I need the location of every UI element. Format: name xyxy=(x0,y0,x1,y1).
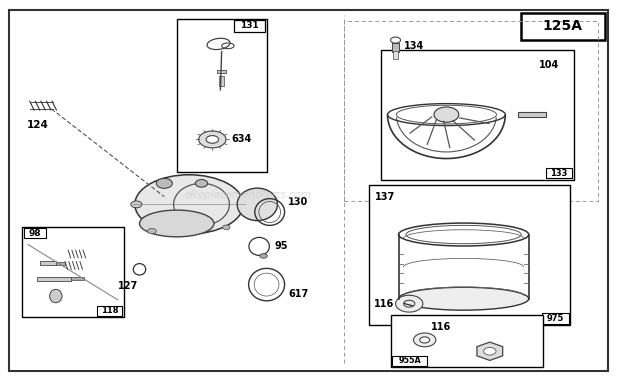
Circle shape xyxy=(131,201,142,208)
Text: 116: 116 xyxy=(431,322,451,332)
Circle shape xyxy=(156,178,172,188)
Bar xyxy=(369,185,570,325)
Text: eReplacementParts.com: eReplacementParts.com xyxy=(184,190,312,200)
Text: 124: 124 xyxy=(27,120,48,130)
Bar xyxy=(177,19,267,172)
Text: 130: 130 xyxy=(288,197,309,207)
Bar xyxy=(521,13,604,40)
Bar xyxy=(344,21,598,201)
Bar xyxy=(40,261,56,265)
Bar xyxy=(392,356,427,366)
Text: 617: 617 xyxy=(288,289,309,299)
Bar xyxy=(381,50,574,180)
Bar xyxy=(518,112,546,117)
Text: 137: 137 xyxy=(375,192,396,202)
Text: 95: 95 xyxy=(275,241,288,251)
Bar xyxy=(542,313,569,324)
Bar xyxy=(393,51,398,59)
Circle shape xyxy=(148,228,156,234)
Bar xyxy=(391,315,542,367)
Ellipse shape xyxy=(140,210,214,237)
Bar xyxy=(71,277,84,280)
Bar xyxy=(392,43,399,52)
Bar xyxy=(22,227,124,317)
Text: 133: 133 xyxy=(550,169,567,178)
Text: 98: 98 xyxy=(29,229,41,238)
Text: 634: 634 xyxy=(231,134,251,144)
Bar xyxy=(56,262,65,265)
Circle shape xyxy=(195,180,208,187)
Polygon shape xyxy=(477,342,503,361)
Ellipse shape xyxy=(50,290,62,303)
Text: 104: 104 xyxy=(539,60,560,70)
Text: 131: 131 xyxy=(240,21,259,31)
Text: 975: 975 xyxy=(547,314,564,323)
Circle shape xyxy=(260,254,267,258)
Text: 118: 118 xyxy=(101,306,118,316)
Text: 125A: 125A xyxy=(542,19,583,33)
Bar xyxy=(97,306,122,316)
Circle shape xyxy=(223,225,230,230)
Ellipse shape xyxy=(135,175,243,234)
Text: 134: 134 xyxy=(404,41,425,51)
Bar xyxy=(24,228,46,238)
Bar xyxy=(546,168,572,178)
Bar xyxy=(37,277,71,281)
Ellipse shape xyxy=(399,287,529,310)
Text: 116: 116 xyxy=(373,299,394,309)
Bar xyxy=(234,20,265,32)
Circle shape xyxy=(484,348,496,355)
Circle shape xyxy=(434,107,459,122)
Bar xyxy=(217,70,226,73)
Bar xyxy=(219,76,224,86)
Ellipse shape xyxy=(237,188,278,221)
Text: 127: 127 xyxy=(118,281,138,291)
Text: 955A: 955A xyxy=(398,356,421,365)
